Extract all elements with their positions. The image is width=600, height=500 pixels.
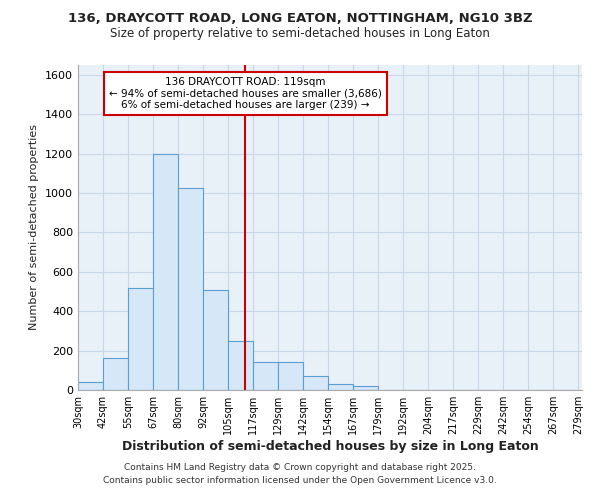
Bar [228, 341, 253, 390]
Text: Contains HM Land Registry data © Crown copyright and database right 2025.: Contains HM Land Registry data © Crown c… [124, 464, 476, 472]
Bar [153, 154, 178, 390]
Text: 136, DRAYCOTT ROAD, LONG EATON, NOTTINGHAM, NG10 3BZ: 136, DRAYCOTT ROAD, LONG EATON, NOTTINGH… [68, 12, 532, 26]
Text: Contains public sector information licensed under the Open Government Licence v3: Contains public sector information licen… [103, 476, 497, 485]
Bar [328, 384, 353, 390]
Bar [178, 188, 203, 390]
Bar [203, 290, 228, 390]
Bar [128, 288, 153, 390]
Bar [253, 362, 278, 390]
Bar [353, 386, 378, 390]
X-axis label: Distribution of semi-detached houses by size in Long Eaton: Distribution of semi-detached houses by … [122, 440, 538, 453]
Text: Size of property relative to semi-detached houses in Long Eaton: Size of property relative to semi-detach… [110, 28, 490, 40]
Bar [278, 362, 303, 390]
Bar [103, 358, 128, 390]
Text: 136 DRAYCOTT ROAD: 119sqm
← 94% of semi-detached houses are smaller (3,686)
6% o: 136 DRAYCOTT ROAD: 119sqm ← 94% of semi-… [109, 77, 382, 110]
Bar [78, 382, 103, 390]
Bar [303, 376, 328, 390]
Y-axis label: Number of semi-detached properties: Number of semi-detached properties [29, 124, 40, 330]
